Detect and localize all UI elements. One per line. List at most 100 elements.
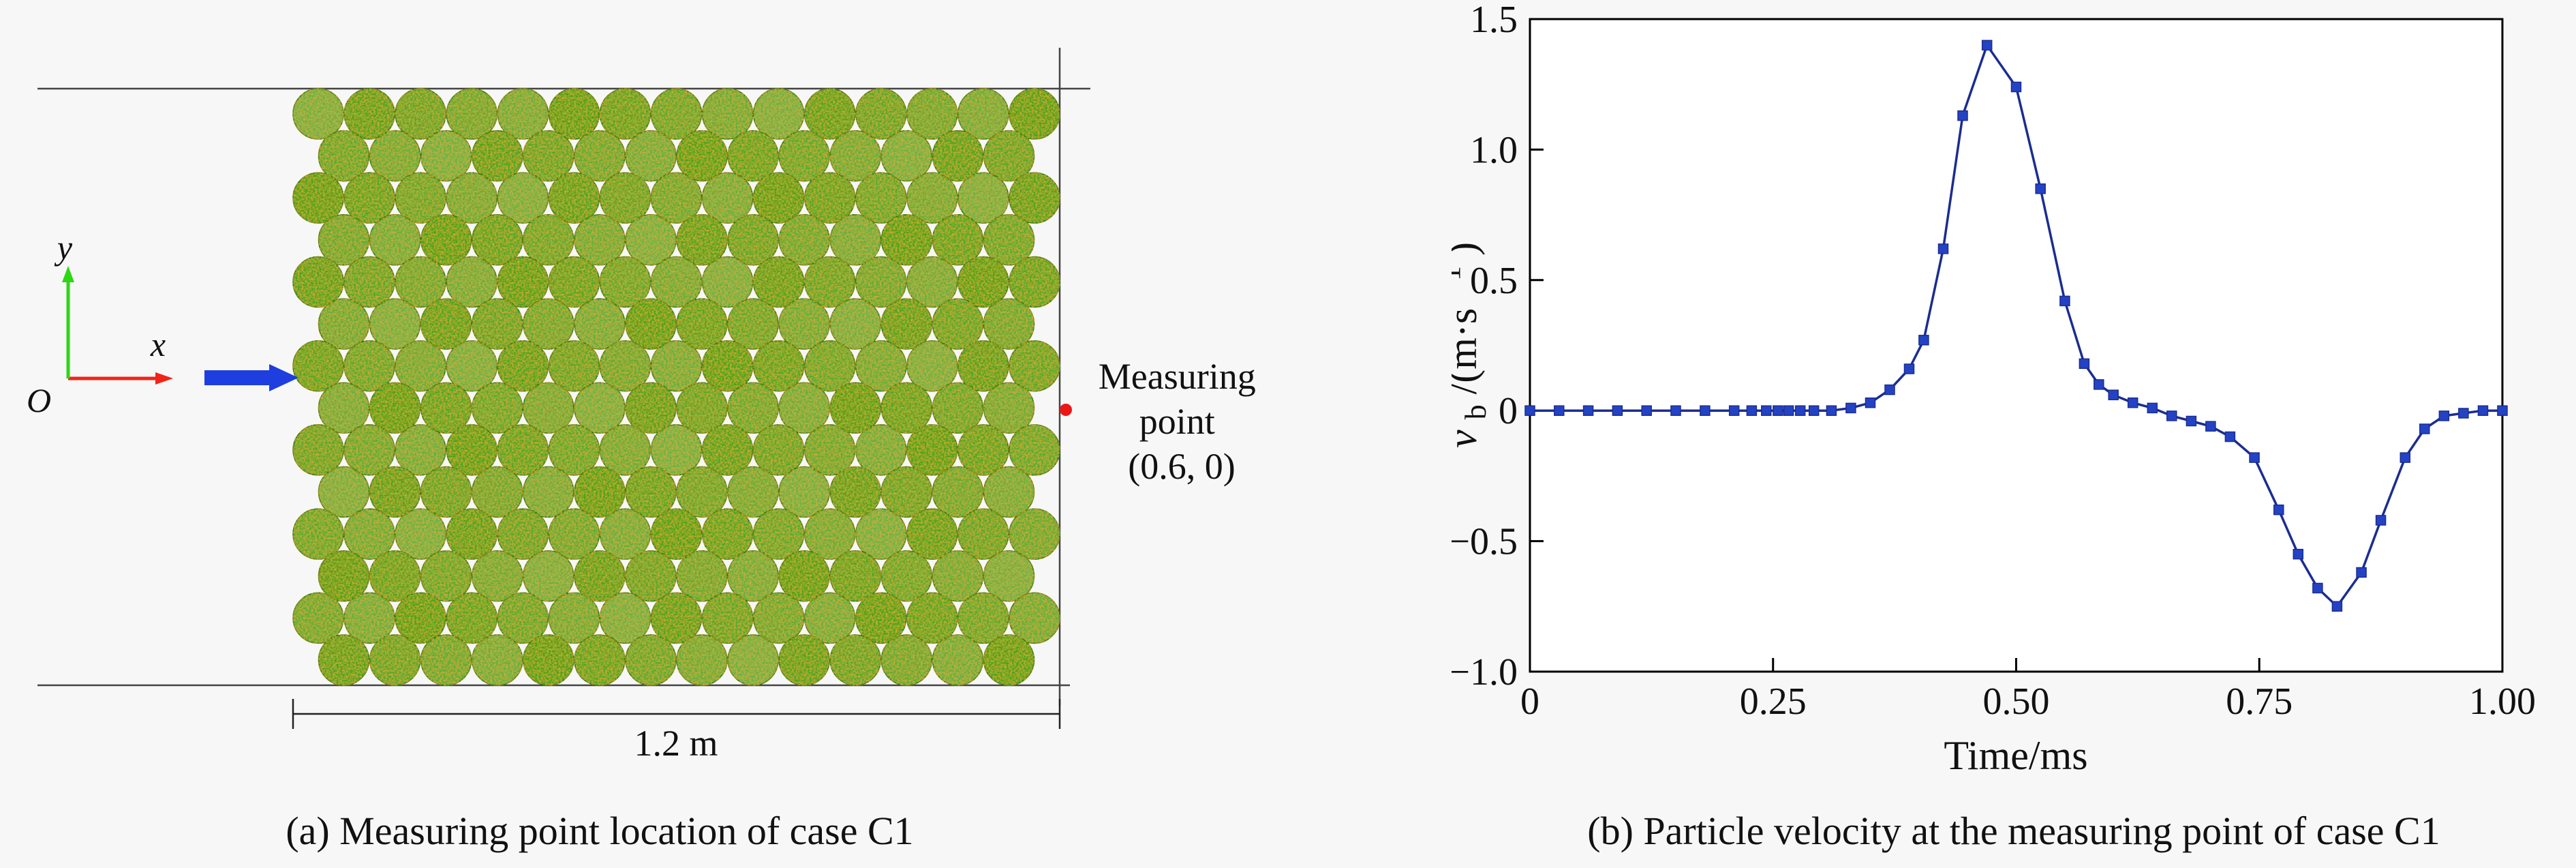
particle — [701, 508, 754, 560]
data-point-marker — [2147, 402, 2158, 414]
x-tick-label: 0.25 — [1740, 680, 1807, 723]
data-point-marker — [2399, 452, 2411, 463]
data-point-marker — [2094, 379, 2104, 390]
particle — [420, 214, 472, 266]
particle — [829, 298, 882, 350]
particle — [420, 466, 472, 518]
x-tick-label: 0.75 — [2226, 680, 2293, 723]
particle — [497, 172, 549, 224]
particle — [395, 256, 446, 308]
particle — [292, 340, 344, 392]
data-point-marker — [1582, 405, 1594, 416]
particle — [369, 214, 421, 266]
particle — [855, 88, 907, 140]
particle — [574, 382, 626, 434]
data-point-marker — [2186, 415, 2197, 427]
particle — [983, 130, 1035, 182]
particle — [574, 550, 626, 602]
particle — [650, 172, 703, 224]
particle — [932, 466, 984, 518]
data-point-marker — [1746, 405, 1758, 416]
particle — [676, 466, 728, 518]
particle — [676, 130, 728, 182]
particle — [599, 340, 651, 392]
data-point-marker — [1700, 405, 1711, 416]
impact-arrow-head-icon — [269, 364, 298, 391]
panel-b-chart: 0 0.25 0.50 0.75 1.00 1.51.00.50−0.5−1.0 Tim… — [1452, 0, 2536, 778]
particle — [369, 382, 421, 434]
data-point-marker — [2438, 410, 2450, 421]
particle — [343, 256, 395, 308]
particle — [318, 298, 370, 350]
particle — [292, 172, 344, 224]
particle — [906, 508, 958, 560]
particle — [446, 424, 497, 476]
measuring-point-label-line2: point — [1139, 401, 1215, 442]
particle — [983, 214, 1035, 266]
particle — [318, 466, 370, 518]
particle — [906, 424, 958, 476]
particle — [855, 424, 907, 476]
y-axis-label-mid: /(m·s — [1452, 308, 1485, 395]
particle — [880, 214, 933, 266]
y-axis-label: v b /(m·s −1 ) — [1452, 242, 1494, 448]
particle — [727, 130, 779, 182]
data-point-marker — [1981, 40, 1993, 51]
y-axis-label-end: ) — [1452, 242, 1485, 256]
particle — [574, 130, 626, 182]
particle — [727, 634, 779, 686]
data-point-marker — [2375, 515, 2387, 526]
particle — [1009, 88, 1060, 140]
particle — [292, 256, 344, 308]
particle — [472, 634, 523, 686]
particle — [778, 298, 830, 350]
caption-b: (b) Particle velocity at the measuring p… — [1587, 809, 2440, 853]
particle — [446, 172, 497, 224]
particle — [497, 424, 549, 476]
y-tick-label: −0.5 — [1452, 521, 1518, 563]
data-point-marker — [2224, 431, 2236, 443]
data-point-marker — [1612, 405, 1623, 416]
data-point-marker — [2166, 410, 2177, 421]
particle — [855, 256, 907, 308]
particle — [906, 592, 958, 644]
particle — [676, 634, 728, 686]
particle — [625, 634, 677, 686]
particle — [395, 340, 446, 392]
particle — [574, 466, 626, 518]
particle — [343, 172, 395, 224]
particle — [829, 130, 882, 182]
particle — [292, 88, 344, 140]
impact-arrow — [204, 364, 298, 391]
particle — [932, 382, 984, 434]
particle — [957, 592, 1009, 644]
particle — [803, 172, 856, 224]
data-point-marker — [2273, 504, 2284, 515]
particle — [701, 256, 754, 308]
particle — [803, 424, 856, 476]
particle — [650, 508, 703, 560]
particle — [497, 592, 549, 644]
y-tick-label: 0.5 — [1470, 260, 1518, 302]
particle — [727, 382, 779, 434]
particle — [932, 214, 984, 266]
data-point-marker — [2477, 405, 2489, 416]
particle — [957, 424, 1009, 476]
particle — [343, 340, 395, 392]
data-point-marker — [2059, 295, 2070, 307]
particle — [1009, 424, 1060, 476]
particle — [599, 256, 651, 308]
particle — [650, 340, 703, 392]
particle — [292, 592, 344, 644]
particle — [420, 550, 472, 602]
particle — [1009, 508, 1060, 560]
particle — [292, 424, 344, 476]
particle — [395, 172, 446, 224]
particle — [957, 340, 1009, 392]
particle — [599, 88, 651, 140]
particle — [778, 214, 830, 266]
data-point-marker — [1957, 110, 1968, 121]
measuring-point-label-line1: Measuring — [1099, 356, 1256, 397]
particle — [650, 424, 703, 476]
y-axis-symbol: y — [54, 228, 73, 267]
